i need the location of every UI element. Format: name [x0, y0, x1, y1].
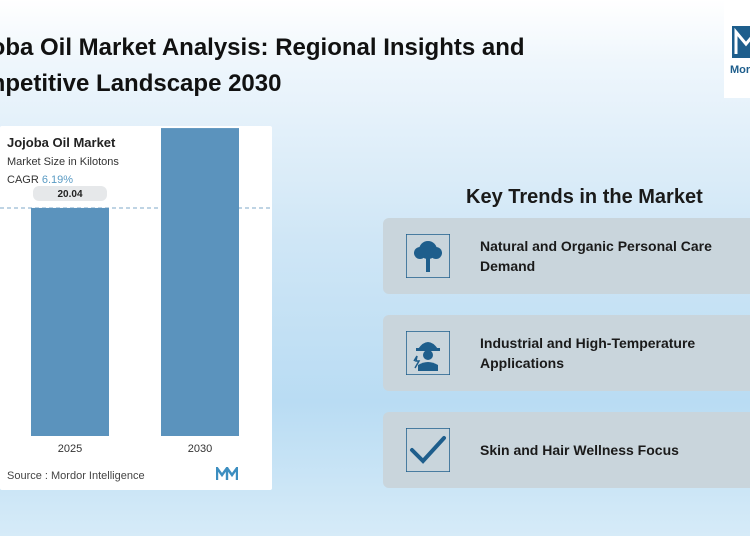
cagr-label: CAGR: [7, 174, 39, 186]
cagr-value: 6.19%: [41, 174, 74, 186]
trend-card-industrial: Industrial and High-Temperature Applicat…: [383, 315, 750, 391]
x-tick-2030: 2030: [188, 443, 212, 455]
chart-subtitle: Market Size in Kilotons: [7, 156, 119, 168]
trends-heading: Key Trends in the Market: [466, 186, 703, 208]
checkmark-icon: [405, 427, 451, 473]
trend-card-skin-hair: Skin and Hair Wellness Focus: [383, 412, 750, 488]
bar-chart: 20.04202527.062030: [0, 128, 272, 455]
chart-card: Jojoba Oil Market Market Size in Kiloton…: [0, 126, 272, 490]
value-label-2025: 20.04: [57, 189, 82, 200]
chart-cagr: CAGR 6.19%: [7, 174, 73, 186]
trend-card-natural-organic: Natural and Organic Personal Care Demand: [383, 218, 750, 294]
logo-mark-icon: [732, 26, 750, 58]
tree-icon: [405, 233, 451, 279]
logo-text: Mor: [730, 64, 750, 76]
x-tick-2025: 2025: [58, 443, 82, 455]
worker-icon: [405, 330, 451, 376]
bar-2030: [161, 128, 239, 436]
value-label-bg: [33, 185, 107, 201]
source-logo-icon: [216, 467, 238, 480]
chart-source: Source : Mordor Intelligence: [7, 470, 145, 482]
mordor-logo: Mor: [724, 0, 750, 98]
bar-2025: [31, 207, 109, 436]
chart-title: Jojoba Oil Market: [7, 135, 116, 150]
page-title: joba Oil Market Analysis: Regional Insig…: [0, 34, 525, 97]
trend-label: Natural and Organic Personal Care Demand: [480, 238, 712, 274]
trend-label: Industrial and High-Temperature Applicat…: [480, 335, 696, 371]
trend-label: Skin and Hair Wellness Focus: [480, 442, 679, 458]
